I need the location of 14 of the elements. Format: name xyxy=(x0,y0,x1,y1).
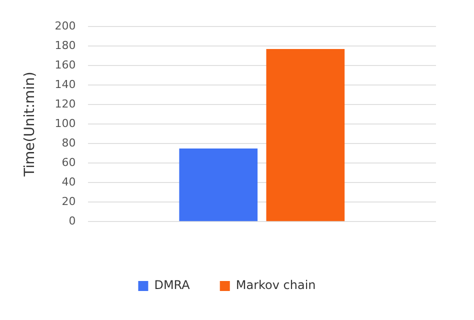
y-tick-label: 100 xyxy=(54,116,76,130)
y-tick-label: 80 xyxy=(62,136,76,150)
y-tick-label: 200 xyxy=(54,19,76,32)
y-tick-label: 20 xyxy=(62,194,76,208)
y-tick-label: 0 xyxy=(68,214,76,228)
y-tick-label: 40 xyxy=(62,175,76,188)
y-tick-label: 60 xyxy=(62,156,76,169)
y-tick-label: 160 xyxy=(54,58,76,72)
legend-label: DMRA xyxy=(154,278,191,292)
y-tick-label: 180 xyxy=(54,38,76,52)
y-axis-title: Time(Unit:min) xyxy=(22,72,38,178)
y-tick-label: 120 xyxy=(54,97,76,110)
legend-label: Markov chain xyxy=(236,278,316,292)
y-tick-label: 140 xyxy=(54,78,76,91)
